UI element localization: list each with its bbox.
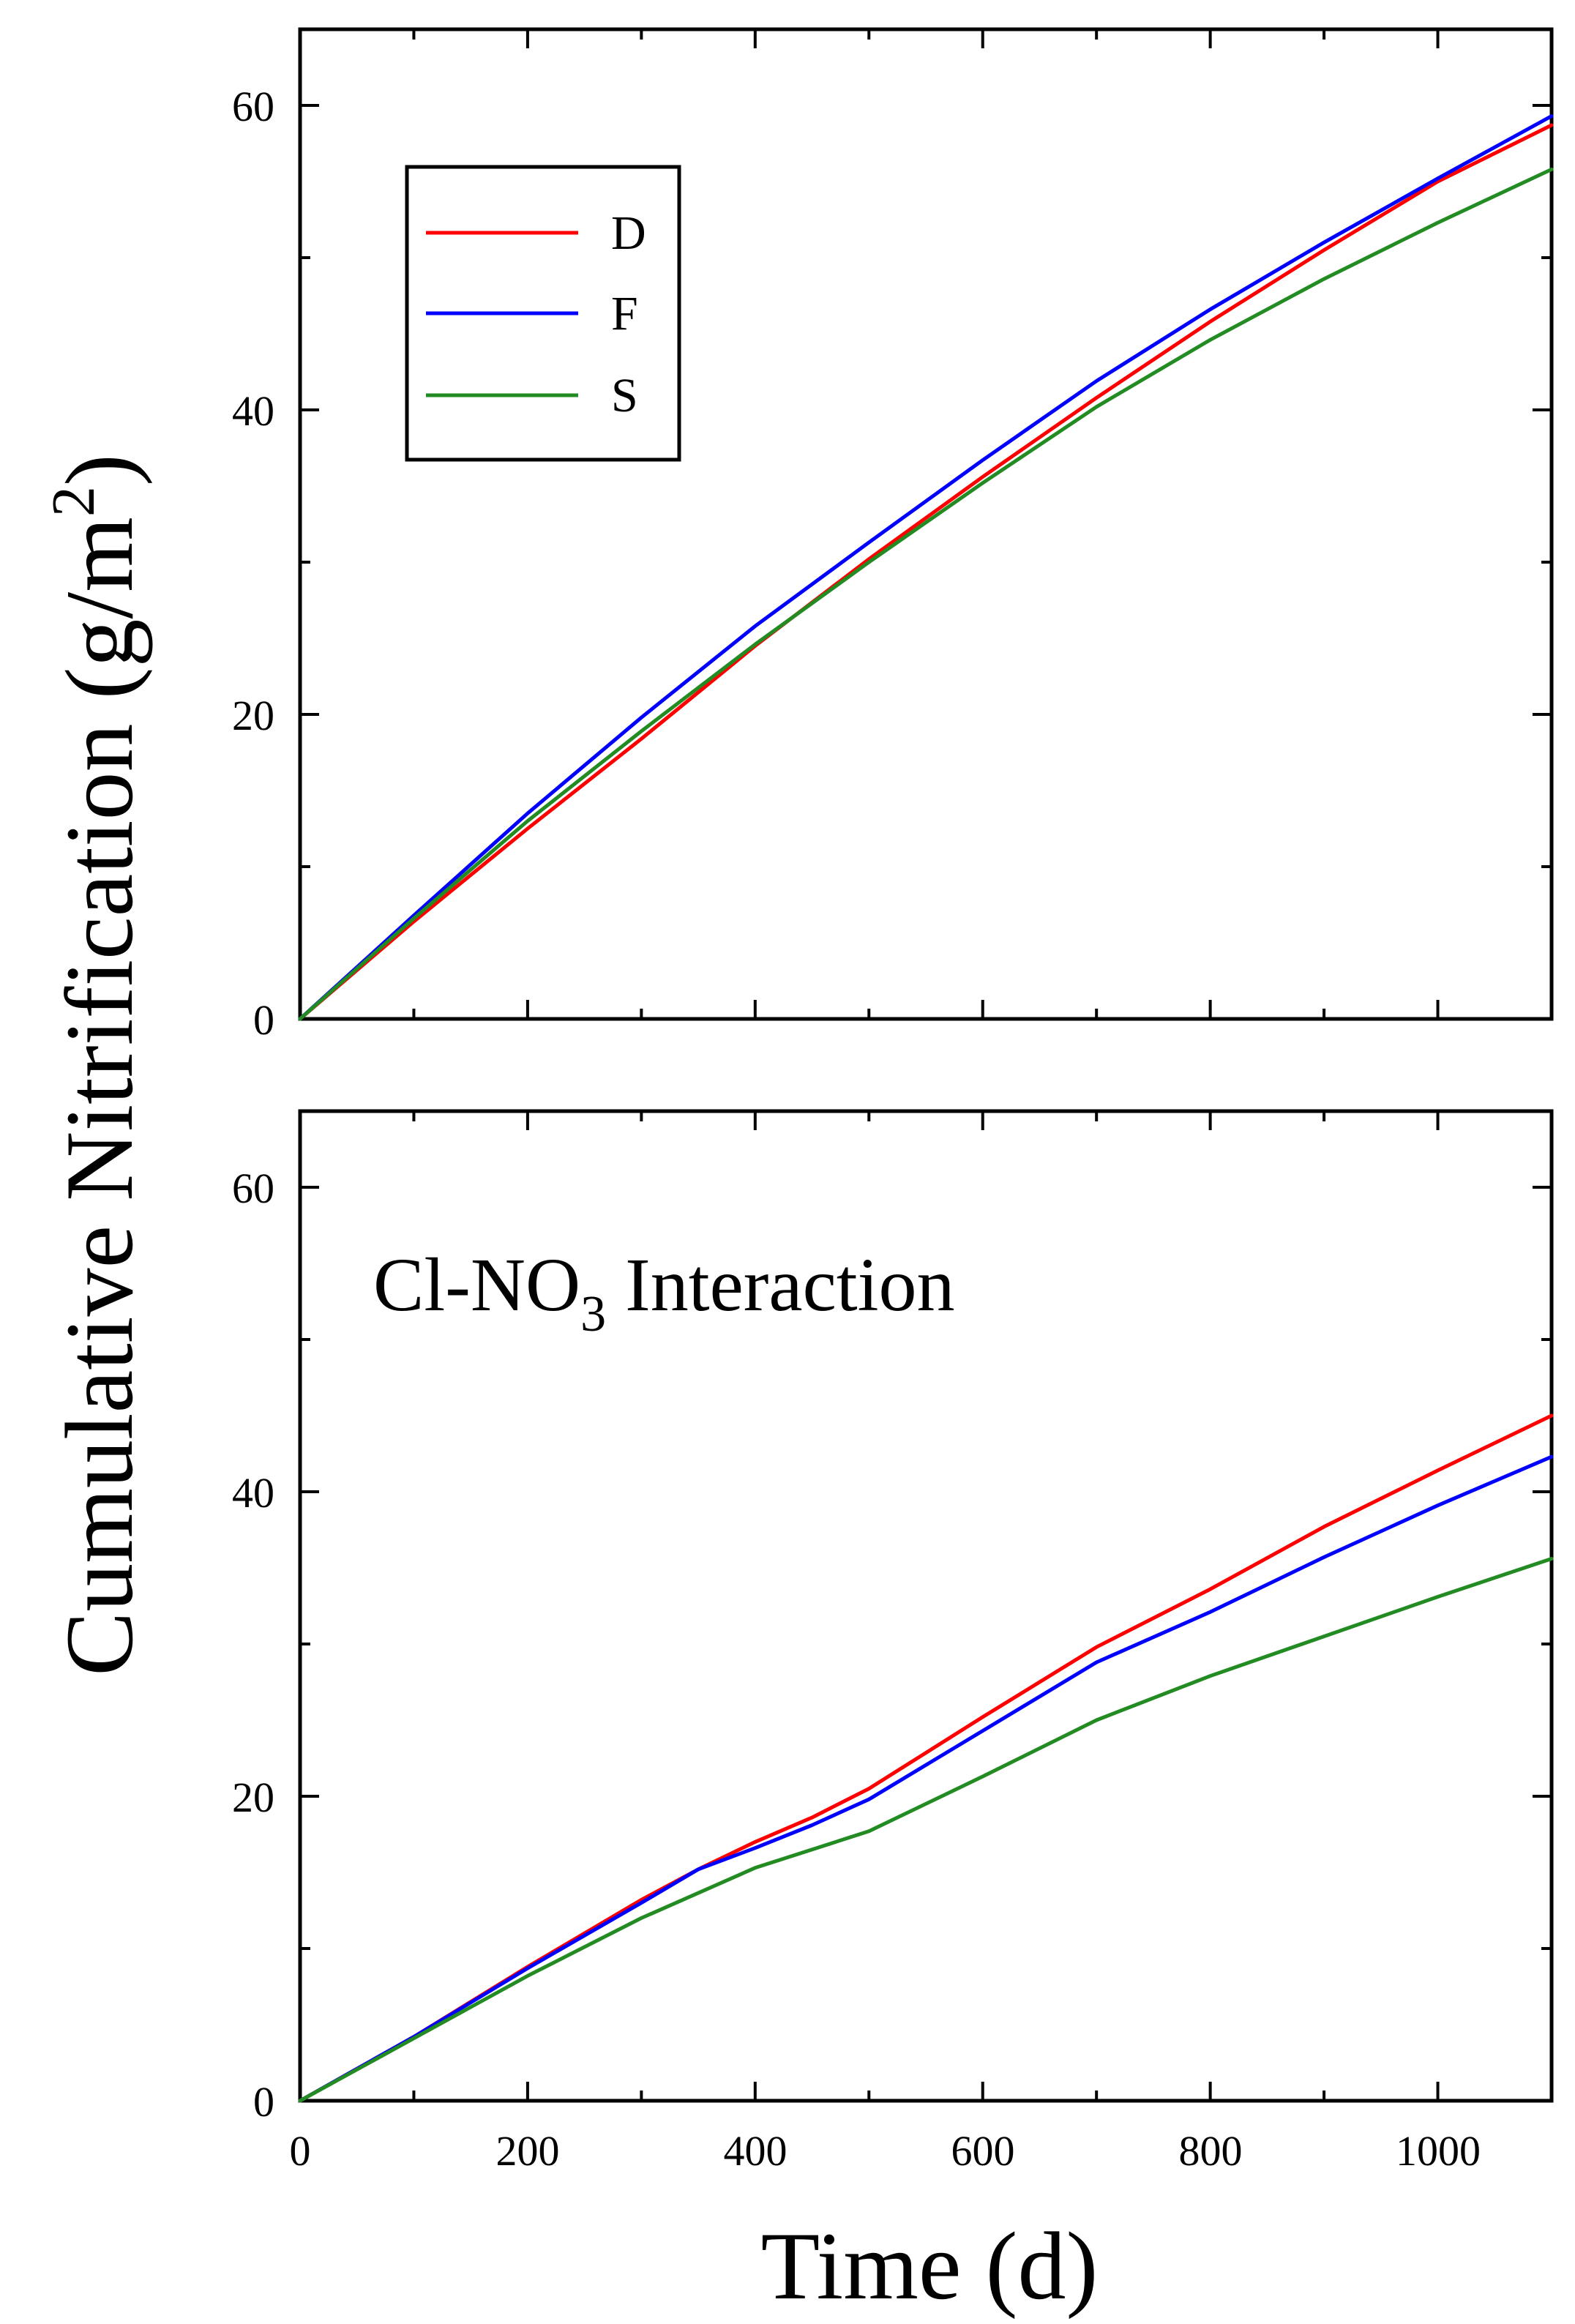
bottom-y-tick-label-0: 0	[253, 2078, 274, 2126]
annotation-suffix: Interaction	[606, 1243, 954, 1327]
y-axis-title-main: Cumulative Nitrification (g/m	[45, 517, 153, 1676]
top-y-tick-label-40: 40	[232, 387, 274, 435]
bottom-plot-frame	[298, 1109, 1554, 2103]
top-y-tick-label-20: 20	[232, 692, 274, 739]
x-axis-title: Time (d)	[761, 2212, 1099, 2320]
top-series-s-line	[298, 167, 1554, 1021]
legend-label-f: F	[611, 287, 638, 340]
bottom-x-tick-labels: 0 200 400 600 800 1000	[290, 2127, 1481, 2175]
top-tick-marks	[300, 29, 1552, 1019]
legend: D F S	[405, 165, 681, 462]
x-tick-label-400: 400	[724, 2127, 788, 2175]
top-panel: 0 20 40 60 D F S	[232, 27, 1554, 1044]
bottom-tick-marks	[300, 1111, 1552, 2101]
bottom-series-s-line	[298, 1557, 1554, 2103]
bottom-series-lines	[298, 1413, 1554, 2103]
bottom-y-tick-label-20: 20	[232, 1774, 274, 1821]
top-series-f-line	[298, 114, 1554, 1021]
x-tick-label-1000: 1000	[1396, 2127, 1481, 2175]
bottom-series-f-line	[298, 1454, 1554, 2103]
legend-label-s: S	[611, 369, 638, 422]
top-series-d-line	[298, 123, 1554, 1021]
legend-label-d: D	[611, 206, 646, 260]
bottom-y-tick-label-60: 60	[232, 1165, 274, 1212]
x-tick-label-0: 0	[290, 2127, 311, 2175]
top-series-lines	[298, 114, 1554, 1021]
panel-annotation: Cl-NO3 Interaction	[373, 1243, 955, 1342]
top-y-tick-label-0: 0	[253, 996, 274, 1044]
top-y-tick-labels: 0 20 40 60	[232, 83, 274, 1044]
annotation-subscript: 3	[580, 1286, 606, 1342]
annotation-prefix: Cl-NO	[373, 1243, 580, 1327]
bottom-panel: 0 20 40 60 0 200 400 600 800 1000 Cl-NO3…	[232, 1109, 1554, 2175]
y-axis-title-superscript: 2	[40, 486, 108, 517]
bottom-y-tick-labels: 0 20 40 60	[232, 1165, 274, 2126]
bottom-y-tick-label-40: 40	[232, 1469, 274, 1517]
x-tick-label-200: 200	[496, 2127, 560, 2175]
top-plot-frame	[298, 27, 1554, 1021]
top-y-tick-label-60: 60	[232, 83, 274, 130]
x-tick-label-800: 800	[1179, 2127, 1243, 2175]
y-axis-title-close: )	[45, 454, 153, 486]
y-axis-title: Cumulative Nitrification (g/m2)	[40, 454, 153, 1676]
x-tick-label-600: 600	[951, 2127, 1015, 2175]
